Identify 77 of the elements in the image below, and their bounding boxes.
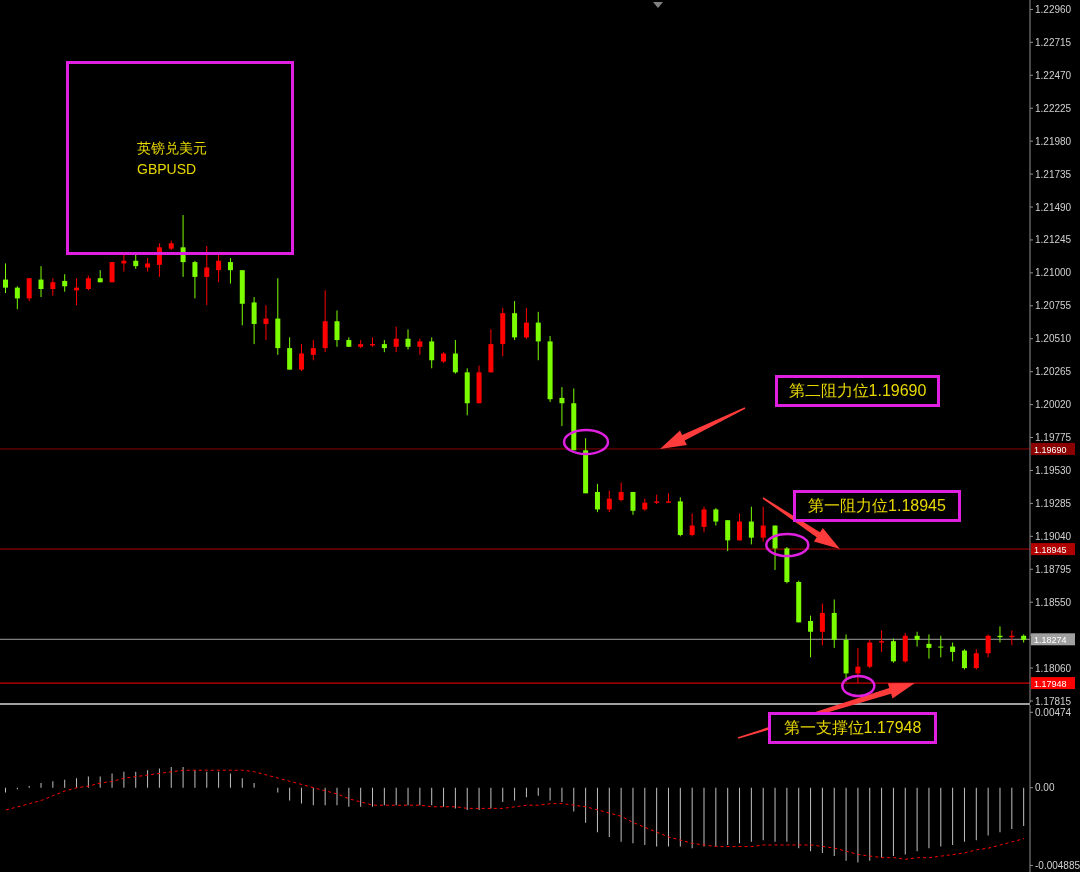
candlestick — [263, 304, 269, 341]
candlestick — [890, 637, 896, 664]
y-tick-label: 1.18060 — [1035, 662, 1072, 674]
candlestick — [310, 339, 316, 361]
candlestick — [737, 512, 743, 541]
ref-line-label: 1.19690 — [1034, 444, 1067, 455]
candlestick — [748, 506, 754, 545]
candlestick — [701, 506, 707, 533]
candlestick — [819, 603, 825, 646]
candlestick — [417, 338, 423, 356]
candlestick — [594, 483, 600, 513]
candlestick — [405, 328, 411, 350]
candlestick — [227, 257, 233, 285]
candlestick — [298, 343, 304, 372]
candlestick — [559, 386, 565, 427]
candlestick — [973, 648, 979, 670]
candlestick — [689, 512, 695, 537]
candlestick — [760, 506, 766, 543]
candlestick — [14, 285, 20, 310]
y-tick-label: 1.20265 — [1035, 366, 1072, 378]
candlestick — [192, 260, 198, 299]
candlestick — [879, 629, 885, 653]
y-tick-label: 0.00474 — [1035, 706, 1072, 718]
y-tick-label: 1.20510 — [1035, 333, 1072, 345]
candlestick — [26, 277, 32, 302]
candlestick — [926, 633, 932, 660]
y-tick-label: 1.21490 — [1035, 201, 1072, 213]
y-tick-label: 1.22960 — [1035, 3, 1072, 15]
candlestick — [251, 296, 257, 345]
candlestick — [334, 310, 340, 348]
candlestick — [725, 519, 731, 552]
ref-line-label: 1.17948 — [1034, 679, 1067, 690]
ref-line-label: 1.18945 — [1034, 545, 1067, 556]
y-tick-label: 1.19285 — [1035, 497, 1072, 509]
y-tick-label: 1.21245 — [1035, 234, 1072, 246]
y-tick-label: 1.17815 — [1035, 695, 1072, 707]
candlestick — [393, 326, 399, 353]
candlestick — [961, 648, 967, 670]
y-tick-label: 1.20755 — [1035, 300, 1072, 312]
candlestick — [204, 245, 210, 306]
y-tick-label: 1.22715 — [1035, 36, 1072, 48]
line-series — [5, 769, 1025, 860]
y-tick-label: 1.21980 — [1035, 135, 1072, 147]
y-tick-label: 1.21735 — [1035, 168, 1072, 180]
y-tick-label: 0.00 — [1035, 782, 1055, 794]
y-tick-label: 1.22225 — [1035, 102, 1072, 114]
candlestick — [535, 311, 541, 361]
candlestick — [452, 339, 458, 375]
y-tick-label: 1.18550 — [1035, 596, 1072, 608]
candlestick — [429, 336, 435, 369]
annotation: 第二阻力位1.19690 — [775, 375, 940, 407]
candlestick — [938, 635, 944, 658]
candlestick — [914, 631, 920, 648]
y-tick-label: 1.18795 — [1035, 563, 1072, 575]
y-tick-label: 1.19530 — [1035, 465, 1072, 477]
annotation: 第一支撑位1.17948 — [768, 712, 937, 744]
candlestick — [523, 307, 529, 340]
y-tick-label: 1.20020 — [1035, 399, 1072, 411]
candlestick — [618, 482, 624, 502]
y-tick-label: 1.19775 — [1035, 432, 1072, 444]
y-tick-label: 1.19040 — [1035, 530, 1072, 542]
ref-line-label: 1.18274 — [1034, 635, 1067, 646]
candlestick — [985, 633, 991, 658]
text: GBPUSD — [137, 160, 198, 179]
candlestick — [50, 277, 56, 297]
text: 英镑兑美元 — [137, 139, 207, 158]
candlestick — [950, 642, 956, 662]
candlestick — [287, 336, 293, 371]
candlestick — [216, 252, 222, 283]
y-tick-label: -0.004885 — [1035, 859, 1080, 871]
candlestick — [606, 490, 612, 513]
y-tick-label: 1.21000 — [1035, 267, 1072, 279]
annotation: 第一阻力位1.18945 — [793, 490, 961, 522]
y-tick-label: 1.22470 — [1035, 69, 1072, 81]
candlestick — [38, 265, 44, 298]
candlestick — [3, 262, 8, 294]
candlestick — [808, 615, 814, 658]
